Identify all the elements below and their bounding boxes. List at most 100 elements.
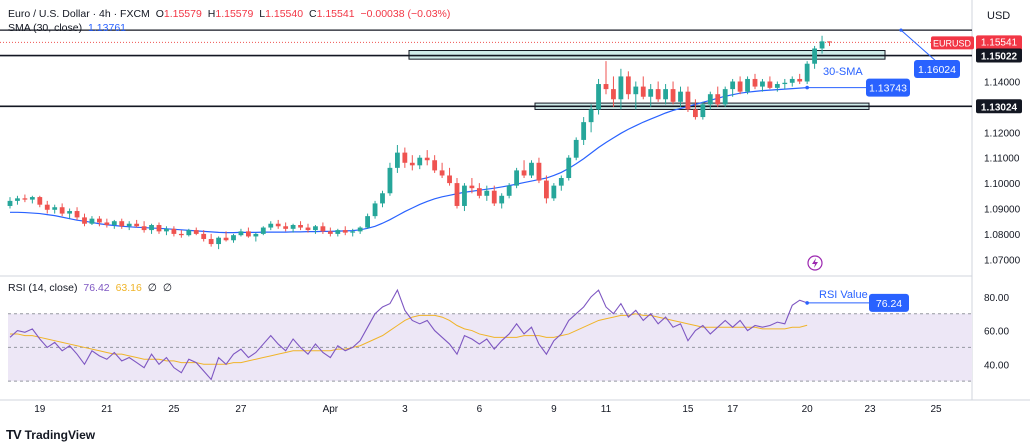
candle-body <box>327 231 333 234</box>
candle-body <box>15 198 20 201</box>
candle-body <box>804 63 810 82</box>
candle-body <box>335 230 341 234</box>
time-tick-label: 11 <box>601 404 612 415</box>
c-label: C <box>308 8 317 20</box>
candle-body <box>454 183 460 206</box>
symbol-legend: Euro / U.S. Dollar · 4h · FXCM O1.15579 … <box>8 8 453 20</box>
candle-body <box>715 94 721 105</box>
candle-body <box>678 91 683 102</box>
eurusd-label: EURUSD <box>933 38 972 48</box>
candle-body <box>22 198 28 200</box>
candle-body <box>395 152 400 168</box>
time-tick-label: 19 <box>34 404 46 415</box>
candle-body <box>260 227 266 234</box>
candle-body <box>126 223 132 227</box>
candle-body <box>618 76 624 100</box>
symbol-title: Euro / U.S. Dollar · 4h · FXCM <box>8 8 150 20</box>
rsi-ma-line <box>10 313 808 365</box>
candle-body <box>365 216 370 228</box>
candle-body <box>52 207 58 210</box>
o-label: O <box>155 8 164 20</box>
candle-body <box>432 160 438 171</box>
candles <box>7 35 832 250</box>
candle-body <box>484 190 490 196</box>
sma-annotation: 30-SMA <box>823 66 863 78</box>
candle-body <box>201 233 207 239</box>
candle-body <box>603 84 609 90</box>
time-tick-label: 3 <box>402 404 408 415</box>
tradingview-logo[interactable]: TV TradingView <box>6 427 95 442</box>
candle-body <box>104 222 110 226</box>
level2-tag-bg <box>976 99 1022 114</box>
high-value: 1.15579 <box>215 8 254 20</box>
candle-body <box>141 226 147 231</box>
candle-body <box>313 226 318 231</box>
candle-body <box>700 104 706 118</box>
candle-body <box>238 231 244 236</box>
candle-body <box>178 233 184 236</box>
rsi-annotation: RSI Value <box>819 289 868 301</box>
candle-body <box>82 217 87 224</box>
candle-body <box>588 109 594 123</box>
candle-body <box>253 233 259 237</box>
candle-body <box>521 170 527 176</box>
time-tick-label: Apr <box>323 404 339 415</box>
candle-body <box>74 211 80 218</box>
rsi-band <box>8 313 972 382</box>
candle-body <box>44 204 50 210</box>
candle-body <box>320 226 326 232</box>
candle-body <box>544 180 549 199</box>
rsi-ma-legend-value: 63.16 <box>115 282 142 294</box>
candle-body <box>439 170 445 176</box>
candle-body <box>693 109 698 118</box>
price-tick-label: 1.10000 <box>984 179 1021 190</box>
close-value: 1.15541 <box>316 8 355 20</box>
candle-body <box>558 178 564 186</box>
time-tick-label: 25 <box>930 404 942 415</box>
time-tick-label: 21 <box>101 404 113 415</box>
rsi-tag: 76.24 <box>876 298 902 310</box>
time-tick-label: 9 <box>551 404 557 415</box>
target-connector <box>900 29 938 63</box>
candle-body <box>551 185 557 199</box>
candle-body <box>447 175 452 184</box>
candle-body <box>499 195 505 204</box>
candle-body <box>223 237 229 241</box>
level2-tag: 1.13024 <box>981 102 1018 113</box>
candle-body <box>797 78 803 82</box>
level1-tag: 1.15022 <box>981 52 1018 63</box>
tradingview-logo-icon: TV <box>6 427 22 442</box>
candle-body <box>707 94 713 105</box>
candle-body <box>305 227 311 231</box>
candle-body <box>536 162 542 181</box>
candle-body <box>596 84 601 110</box>
candle-body <box>409 162 415 166</box>
candle-body <box>290 225 296 229</box>
candle-body <box>231 235 236 241</box>
eurusd-label-bg <box>931 36 974 50</box>
candle-body <box>417 157 423 166</box>
candle-body <box>171 228 177 234</box>
rsi-legend: RSI (14, close) 76.42 63.16 ∅ ∅ <box>8 282 175 294</box>
currency-label: USD <box>987 10 1011 22</box>
candle-body <box>387 167 393 194</box>
candle-body <box>380 193 385 204</box>
candle-body <box>357 227 363 232</box>
candle-body <box>774 84 780 88</box>
candle-body <box>164 228 169 232</box>
price-tick-label: 1.11000 <box>984 154 1020 165</box>
candle-body <box>670 89 676 102</box>
time-tick-label: 25 <box>168 404 180 415</box>
lightning-bolt-icon <box>812 258 818 268</box>
sma-tag: 1.13743 <box>869 83 907 95</box>
rsi-line <box>9 288 808 381</box>
horizontal-levels <box>0 29 972 108</box>
l-label: L <box>259 8 266 20</box>
candle-body <box>812 48 817 64</box>
candle-body <box>246 231 251 237</box>
rsi-legend-extra2: ∅ <box>162 282 173 294</box>
candle-body <box>685 91 691 110</box>
candle-body <box>566 157 572 179</box>
h-label: H <box>207 8 216 20</box>
